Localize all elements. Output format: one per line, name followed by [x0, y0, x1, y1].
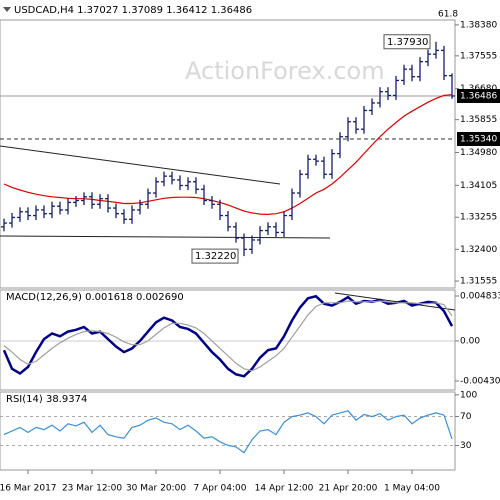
rsi-panel — [0, 391, 456, 471]
x-tick-label: 14 Apr 12:00 — [255, 484, 314, 494]
x-tick-label: 21 Apr 20:00 — [319, 484, 378, 494]
channel-upper — [0, 145, 281, 185]
y-tick-label: -0.004307 — [460, 376, 500, 386]
price-annotation-box — [383, 34, 431, 50]
x-tick-label: 16 Mar 2017 — [0, 484, 57, 494]
y-tick-label: 70 — [460, 412, 472, 422]
price-annotation: 1.37930 — [387, 37, 428, 48]
level-label: 1.35340 — [460, 134, 497, 144]
series-line — [3, 410, 453, 454]
last-price-label: 1.36486 — [460, 91, 497, 101]
watermark: ActionForex.com — [185, 57, 385, 85]
level-tag — [457, 131, 500, 146]
price-annotation-box — [191, 248, 239, 264]
y-tick-label: 0.004833 — [460, 291, 500, 301]
series-line — [2, 294, 454, 378]
fib-label: 61.8 — [438, 10, 458, 20]
y-tick-label: 1.35855 — [460, 115, 497, 125]
symbol-icon — [3, 7, 11, 12]
macd-panel — [0, 289, 456, 391]
y-tick-label: 30 — [460, 441, 472, 451]
y-tick-label: 1.37555 — [460, 51, 497, 61]
price-title: USDCAD,H4 1.37027 1.37089 1.36412 1.3648… — [14, 5, 252, 16]
series-line — [3, 94, 453, 216]
x-tick-label: 1 May 04:00 — [384, 484, 440, 494]
y-tick-label: 1.32400 — [460, 245, 497, 255]
divergence-line — [334, 292, 456, 311]
y-tick-label: 100 — [460, 390, 477, 400]
y-tick-label: 1.33255 — [460, 213, 497, 223]
rsi-title: RSI(14) 38.9374 — [6, 394, 87, 405]
series-line — [3, 300, 453, 372]
x-tick-label: 23 Mar 12:00 — [62, 484, 122, 494]
channel-lower — [0, 235, 331, 239]
y-tick-label: 0.00 — [460, 336, 480, 346]
macd-title: MACD(12,26,9) 0.001618 0.002690 — [6, 292, 184, 303]
price-annotation: 1.32220 — [195, 251, 236, 262]
price-panel — [0, 19, 456, 289]
x-tick-label: 30 Mar 20:00 — [126, 484, 186, 494]
last-price-tag — [457, 88, 500, 103]
x-tick-label: 7 Apr 04:00 — [194, 484, 247, 494]
y-tick-label: 1.38380 — [460, 20, 497, 30]
y-tick-label: 1.34105 — [460, 181, 497, 191]
y-tick-label: 1.34980 — [460, 148, 497, 158]
y-tick-label: 1.31555 — [460, 277, 497, 287]
